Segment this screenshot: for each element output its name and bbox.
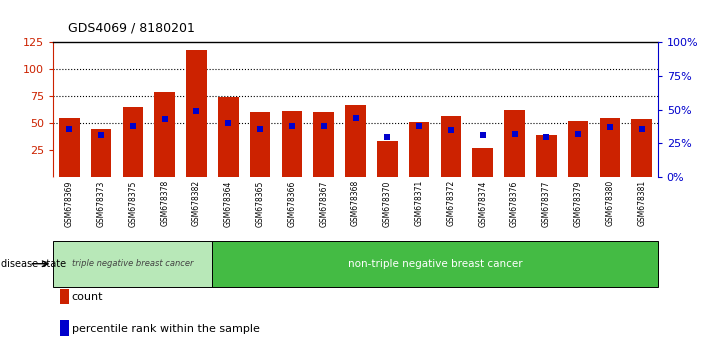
Bar bbox=[409, 122, 429, 177]
Text: GSM678380: GSM678380 bbox=[606, 180, 614, 227]
Text: GSM678382: GSM678382 bbox=[192, 180, 201, 226]
Text: GSM678376: GSM678376 bbox=[510, 180, 519, 227]
Text: GSM678381: GSM678381 bbox=[637, 180, 646, 226]
Text: GSM678371: GSM678371 bbox=[415, 180, 424, 227]
Bar bbox=[536, 135, 557, 177]
Text: GSM678364: GSM678364 bbox=[224, 180, 232, 227]
Text: GSM678368: GSM678368 bbox=[351, 180, 360, 227]
Text: GSM678366: GSM678366 bbox=[287, 180, 296, 227]
Bar bbox=[122, 107, 143, 177]
Text: GSM678370: GSM678370 bbox=[383, 180, 392, 227]
Bar bbox=[568, 121, 589, 177]
Text: triple negative breast cancer: triple negative breast cancer bbox=[72, 259, 193, 268]
Bar bbox=[377, 142, 397, 177]
Bar bbox=[154, 92, 175, 177]
Bar bbox=[441, 116, 461, 177]
Bar bbox=[599, 118, 620, 177]
Text: GSM678369: GSM678369 bbox=[65, 180, 74, 227]
Bar bbox=[472, 148, 493, 177]
Bar bbox=[314, 113, 334, 177]
Bar bbox=[345, 105, 366, 177]
Text: GSM678367: GSM678367 bbox=[319, 180, 328, 227]
Bar bbox=[59, 118, 80, 177]
Bar bbox=[218, 97, 239, 177]
Bar bbox=[282, 112, 302, 177]
Text: GSM678374: GSM678374 bbox=[479, 180, 487, 227]
Bar bbox=[631, 119, 652, 177]
Text: GSM678377: GSM678377 bbox=[542, 180, 551, 227]
Text: GDS4069 / 8180201: GDS4069 / 8180201 bbox=[68, 21, 194, 34]
Text: non-triple negative breast cancer: non-triple negative breast cancer bbox=[348, 259, 523, 269]
Text: GSM678365: GSM678365 bbox=[255, 180, 264, 227]
FancyBboxPatch shape bbox=[53, 241, 213, 287]
Bar bbox=[250, 113, 270, 177]
Text: disease state: disease state bbox=[1, 259, 66, 269]
Text: GSM678372: GSM678372 bbox=[447, 180, 456, 227]
Text: GSM678373: GSM678373 bbox=[97, 180, 105, 227]
Text: GSM678378: GSM678378 bbox=[160, 180, 169, 227]
Text: GSM678375: GSM678375 bbox=[129, 180, 137, 227]
Bar bbox=[504, 110, 525, 177]
Text: GSM678379: GSM678379 bbox=[574, 180, 582, 227]
Text: count: count bbox=[72, 292, 103, 302]
Text: percentile rank within the sample: percentile rank within the sample bbox=[72, 324, 260, 333]
Bar bbox=[186, 50, 207, 177]
Bar bbox=[91, 129, 112, 177]
FancyBboxPatch shape bbox=[213, 241, 658, 287]
